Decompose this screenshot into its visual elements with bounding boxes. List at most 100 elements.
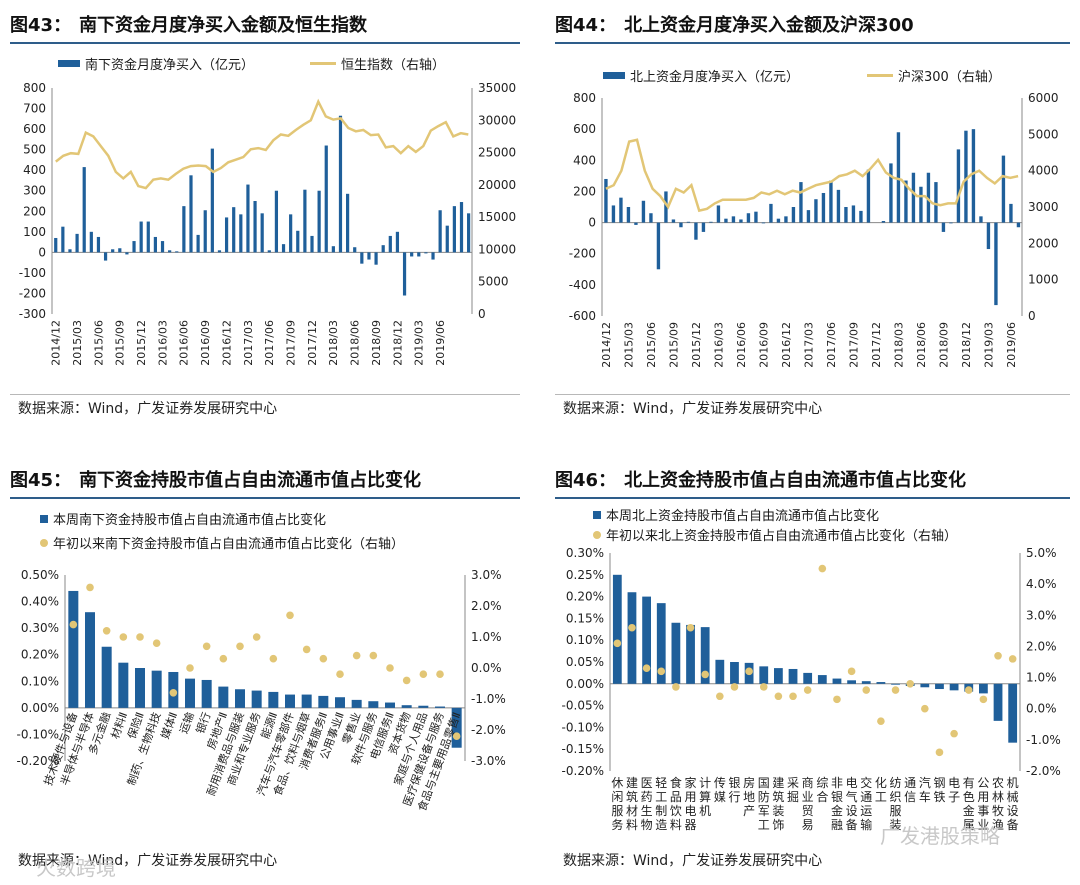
bar — [353, 247, 357, 253]
x-tick-label: 2018/03 — [327, 320, 340, 366]
bar — [232, 207, 236, 253]
dot — [686, 623, 695, 632]
y-left-tick-label: 200 — [23, 204, 46, 218]
x-tick-label: 2019/06 — [434, 320, 447, 366]
bar — [829, 180, 833, 223]
dot — [1008, 655, 1017, 663]
bar — [101, 646, 112, 708]
category-label: 计算机 — [699, 776, 711, 818]
y-right-tick-label: 5000 — [1028, 127, 1059, 141]
x-tick-label: 2016/09 — [199, 320, 212, 366]
x-tick-label: 2016/12 — [220, 320, 233, 366]
y-left-tick-label: 0.10% — [21, 674, 59, 688]
bar — [125, 252, 129, 255]
chart-plot: -600 -400 -200 0 200 400 600 800 0 1000 2000 3000 40… — [569, 91, 1059, 368]
y-left-tick-label: 400 — [23, 163, 46, 177]
bar — [417, 252, 421, 257]
bar — [218, 686, 229, 708]
dot — [847, 667, 856, 676]
bar — [935, 683, 944, 690]
x-tick-label: 2018/12 — [960, 322, 973, 368]
y-right-tick-label: 5000 — [478, 275, 509, 289]
bar — [649, 213, 653, 223]
dot — [252, 633, 261, 641]
bar — [656, 222, 661, 270]
y-left-tick-label: 800 — [573, 91, 596, 105]
bar — [201, 679, 212, 708]
bar — [246, 184, 250, 253]
bar — [118, 662, 129, 708]
bar — [401, 705, 412, 708]
bar — [821, 192, 826, 223]
x-tick-label: 2016/03 — [712, 322, 725, 368]
y-left-tick-label: 300 — [23, 184, 46, 198]
bar — [303, 189, 307, 253]
bar — [410, 252, 414, 257]
dot — [789, 692, 797, 701]
bar — [168, 250, 172, 253]
dot — [964, 686, 973, 694]
x-tick-label: 2017/09 — [284, 320, 297, 366]
bar — [724, 218, 728, 223]
bar — [82, 167, 86, 253]
dot — [745, 667, 753, 676]
bar — [61, 226, 65, 253]
y-left-tick-label: 100 — [23, 225, 46, 239]
chart-title: 图46： 北上资金持股市值占自由流通市值占比变化 — [555, 465, 1070, 499]
y-left-tick-label: 0.50% — [21, 568, 59, 582]
source-divider — [10, 394, 520, 395]
category-label: 轻工制造 — [655, 776, 667, 832]
bar — [799, 182, 803, 223]
bar — [859, 210, 863, 223]
bar — [418, 705, 429, 708]
x-tick-label: 2016/03 — [156, 320, 169, 366]
dot — [436, 670, 444, 678]
y-left-tick-label: 200 — [573, 184, 596, 198]
y-left-tick-label: 0.05% — [566, 655, 604, 669]
y-left-tick-label: 0.30% — [566, 546, 604, 560]
category-label: 家用电器 — [685, 775, 697, 832]
bar — [642, 596, 651, 684]
bar — [919, 186, 923, 223]
y-right-tick-label: 30000 — [478, 113, 516, 127]
bar — [324, 145, 328, 253]
x-tick-label: 2019/06 — [1005, 322, 1018, 368]
x-tick-label: 2014/12 — [600, 322, 613, 368]
x-tick-label: 2015/12 — [135, 320, 148, 366]
bar — [803, 672, 813, 684]
legend-item-dots: 年初以来南下资金持股市值占自由流通市值占比变化（右轴） — [40, 533, 404, 552]
category-label: 银行 — [728, 776, 740, 804]
y-right-tick-label: 15000 — [478, 210, 516, 224]
bar — [679, 222, 683, 228]
bar — [619, 197, 623, 223]
bar — [949, 683, 959, 691]
dot — [452, 732, 461, 740]
bar — [135, 668, 145, 708]
bar — [994, 222, 998, 306]
source-note: 数据来源：Wind，广发证券发展研究中心 — [18, 853, 278, 869]
bar — [224, 217, 229, 253]
bar — [709, 221, 713, 223]
figure-title: 北上资金持股市值占自由流通市值占比变化 — [624, 470, 967, 491]
bar — [896, 132, 901, 223]
dot — [672, 683, 680, 691]
bar — [68, 249, 72, 253]
y-right-tick-label: 2000 — [1028, 236, 1059, 250]
y-left-tick-label: 600 — [573, 122, 596, 136]
bar — [716, 205, 721, 223]
dot — [935, 748, 944, 757]
bar — [769, 203, 773, 223]
dot — [402, 676, 411, 685]
x-tick-label: 2015/06 — [645, 322, 658, 368]
y-right-tick-label: 20000 — [478, 178, 516, 192]
y-left-tick-label: 0 — [588, 216, 596, 230]
dot — [803, 686, 812, 694]
bar — [402, 252, 407, 296]
bar — [367, 252, 371, 260]
bar — [746, 213, 751, 223]
bar — [153, 236, 157, 253]
bar — [217, 250, 222, 253]
bar — [791, 207, 796, 223]
bar — [604, 178, 608, 223]
category-label: 有色金属 — [963, 776, 975, 832]
